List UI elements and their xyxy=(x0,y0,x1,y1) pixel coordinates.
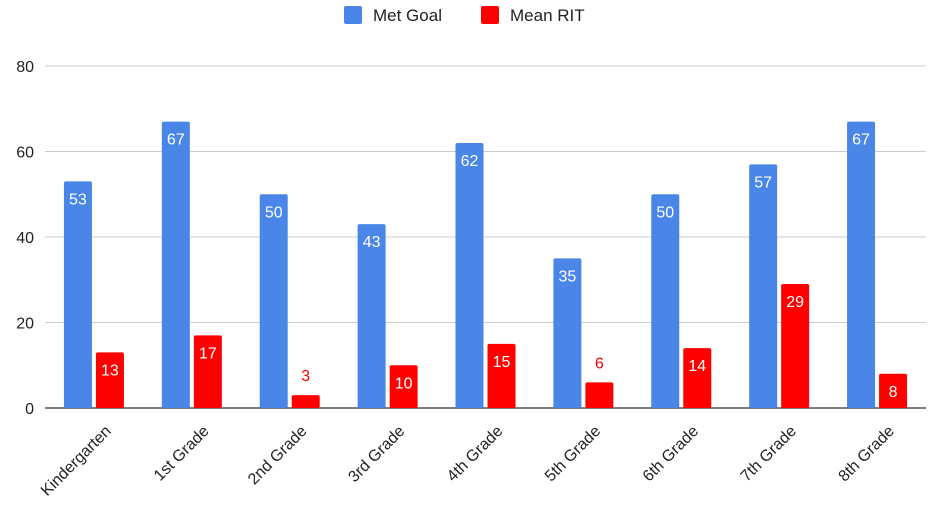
x-tick-label: 5th Grade xyxy=(542,423,604,485)
legend-label: Met Goal xyxy=(373,6,442,25)
y-tick-label: 80 xyxy=(16,59,34,76)
mean-rit-bar xyxy=(95,352,124,408)
mean-rit-bar xyxy=(291,395,320,408)
y-axis: 0 20 40 60 80 xyxy=(16,59,34,418)
mean-rit-data-label: 13 xyxy=(101,362,119,379)
mean-rit-data-label: 15 xyxy=(493,354,511,371)
x-tick-label: 1st Grade xyxy=(151,423,213,485)
met-goal-bar xyxy=(553,258,582,408)
mean-rit-bar xyxy=(193,335,222,408)
mean-rit-data-label: 10 xyxy=(395,375,413,392)
met-goal-data-label: 43 xyxy=(363,234,381,251)
mean-rit-data-label: 3 xyxy=(301,368,310,385)
mean-rit-bar xyxy=(781,284,810,408)
mean-rit-bar xyxy=(389,365,418,408)
met-goal-bar xyxy=(651,194,680,408)
mean-rit-bar xyxy=(879,373,908,408)
met-goal-data-label: 67 xyxy=(167,132,185,149)
met-goal-data-label: 67 xyxy=(852,132,870,149)
mean-rit-data-label: 17 xyxy=(199,345,217,362)
mean-rit-bar xyxy=(683,348,712,408)
x-tick-label: 7th Grade xyxy=(738,423,800,485)
met-goal-data-label: 57 xyxy=(754,174,772,191)
legend-swatch xyxy=(344,6,362,24)
x-tick-label: 3rd Grade xyxy=(345,423,408,486)
met-goal-bar xyxy=(259,194,288,408)
bars xyxy=(63,121,908,408)
met-goal-bar xyxy=(847,121,876,408)
met-goal-bar xyxy=(161,121,190,408)
met-goal-data-label: 35 xyxy=(558,268,576,285)
mean-rit-data-label: 29 xyxy=(786,294,804,311)
y-tick-label: 20 xyxy=(16,316,34,333)
x-tick-label: 2nd Grade xyxy=(245,423,311,489)
mean-rit-bar xyxy=(585,382,614,408)
mean-rit-data-label: 8 xyxy=(889,384,898,401)
gridlines xyxy=(45,65,926,409)
x-tick-label: 8th Grade xyxy=(836,423,898,485)
met-goal-bar xyxy=(63,181,92,408)
chart-legend: Met Goal Mean RIT xyxy=(344,6,585,25)
mean-rit-data-label: 14 xyxy=(688,358,706,375)
x-tick-label: 6th Grade xyxy=(640,423,702,485)
mean-rit-data-label: 6 xyxy=(595,355,604,372)
met-goal-bar xyxy=(357,224,386,408)
legend-swatch xyxy=(481,6,499,24)
x-tick-label: 4th Grade xyxy=(444,423,506,485)
met-goal-bar xyxy=(749,164,778,408)
y-tick-label: 60 xyxy=(16,145,34,162)
x-tick-label: Kindergarten xyxy=(38,423,115,500)
met-goal-bar xyxy=(455,142,484,408)
y-tick-label: 40 xyxy=(16,230,34,247)
met-goal-data-label: 62 xyxy=(461,153,479,170)
legend-label: Mean RIT xyxy=(510,6,585,25)
met-goal-data-label: 53 xyxy=(69,191,87,208)
met-goal-data-label: 50 xyxy=(656,204,674,221)
y-tick-label: 0 xyxy=(25,401,34,418)
met-goal-data-label: 50 xyxy=(265,204,283,221)
mean-rit-bar xyxy=(487,343,516,408)
x-axis: Kindergarten 1st Grade 2nd Grade 3rd Grade 4… xyxy=(38,423,898,500)
data-labels: 53 13 67 17 50 3 43 10 62 15 35 6 50 14 57 29 67 8 xyxy=(69,132,898,401)
